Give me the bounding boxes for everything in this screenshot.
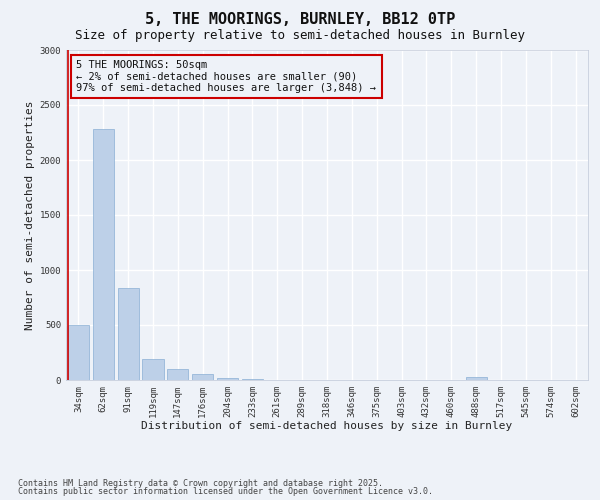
Bar [93, 129, 114, 380]
Bar [167, 369, 188, 380]
Bar [118, 288, 139, 380]
Bar [68, 325, 89, 380]
Bar [142, 358, 164, 380]
Y-axis label: Number of semi-detached properties: Number of semi-detached properties [25, 100, 35, 330]
Bar [242, 379, 263, 380]
Text: Contains HM Land Registry data © Crown copyright and database right 2025.: Contains HM Land Registry data © Crown c… [18, 478, 383, 488]
Text: Contains public sector information licensed under the Open Government Licence v3: Contains public sector information licen… [18, 487, 433, 496]
Bar [217, 378, 238, 380]
Bar [466, 377, 487, 380]
Bar [192, 374, 213, 380]
Text: 5 THE MOORINGS: 50sqm
← 2% of semi-detached houses are smaller (90)
97% of semi-: 5 THE MOORINGS: 50sqm ← 2% of semi-detac… [76, 60, 376, 93]
Text: Size of property relative to semi-detached houses in Burnley: Size of property relative to semi-detach… [75, 29, 525, 42]
Text: 5, THE MOORINGS, BURNLEY, BB12 0TP: 5, THE MOORINGS, BURNLEY, BB12 0TP [145, 12, 455, 28]
X-axis label: Distribution of semi-detached houses by size in Burnley: Distribution of semi-detached houses by … [142, 422, 512, 432]
